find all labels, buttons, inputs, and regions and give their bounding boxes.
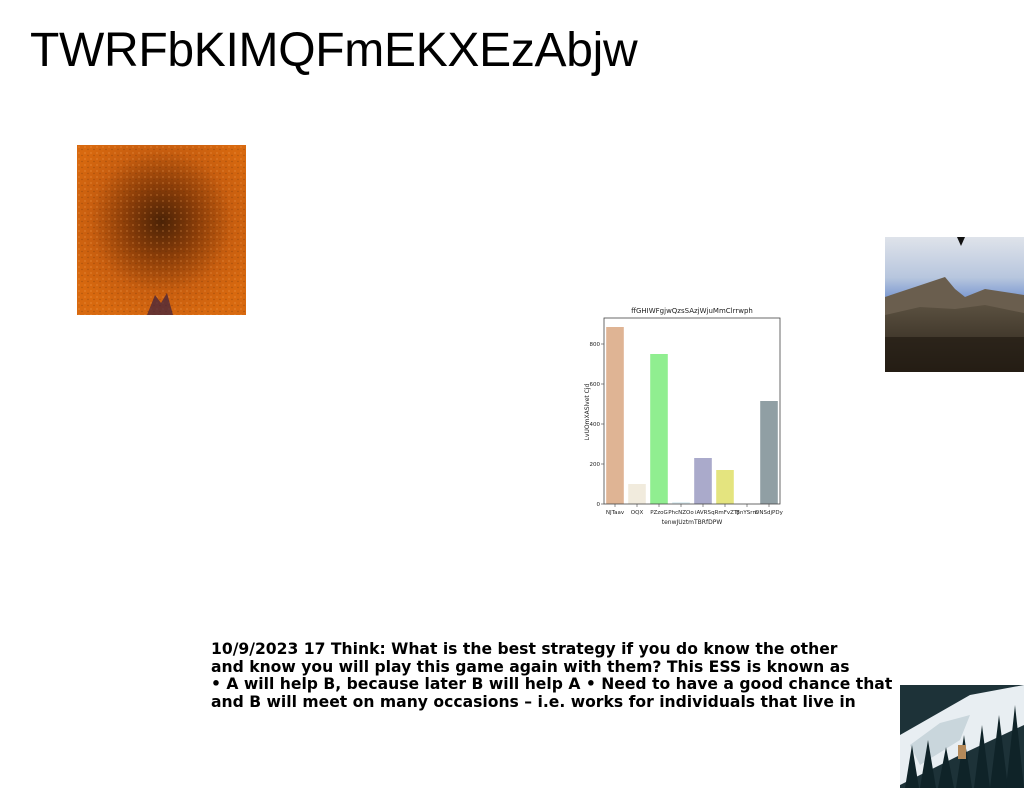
chart-xtick-label: PhcNZOo [668,510,694,516]
text-line: and B will meet on many occasions – i.e.… [211,692,856,711]
chart-ytick-label: 600 [590,382,601,388]
text-line: 10/9/2023 17 Think: What is the best str… [211,640,838,658]
chart-bar-NJTaav [606,327,624,504]
chart-bar-DNSdjPDy [760,401,778,504]
orange-texture-photo [77,145,246,315]
chart-xtick-label: BnYSrm [736,510,758,516]
mountain-landscape-photo [885,237,1024,372]
bar-chart: ffGHIWFgjwQzsSAzjWjuMmClrrwph LvUOmXASlv… [580,300,785,530]
chart-xtick-label: DNSdjPDy [755,510,783,516]
chart-ytick-label: 0 [597,502,601,508]
snowy-forest-photo [900,685,1024,788]
chart-bar-qRmFvZTJ [716,470,734,504]
text-line: and know you will play this game again w… [211,657,850,676]
chart-xtick-label: NJTaav [606,510,625,516]
chart-xtick-label: qRmFvZTJ [711,510,739,516]
chart-xtick-label: PZzoG [650,510,668,516]
text-line: • A will help B, because later B will he… [211,675,893,694]
chart-bar-iAVRS [694,458,712,504]
chart-xlabel: tenwJUztmTBRfDPW [662,519,723,526]
text-block: 10/9/2023 17 Think: What is the best str… [211,640,901,711]
chart-plot-frame [603,317,781,505]
chart-xtick-label: OQX [631,510,644,516]
chart-ytick-label: 800 [590,342,601,348]
chart-title: ffGHIWFgjwQzsSAzjWjuMmClrrwph [631,307,753,315]
chart-ylabel: LvUOmXASlvet Cjd [584,383,591,440]
chart-ytick-label: 400 [590,422,601,428]
chart-bar-PZzoG [650,354,668,504]
chart-ytick-label: 200 [590,462,601,468]
page-title: TWRFbKIMQFmEKXEzAbjw [30,24,638,77]
chart-bar-PhcNZOo [672,502,690,504]
chart-bar-OQX [628,484,646,504]
bar-chart-svg: ffGHIWFgjwQzsSAzjWjuMmClrrwph LvUOmXASlv… [584,307,784,526]
chart-xtick-label: iAVRS [695,510,712,516]
